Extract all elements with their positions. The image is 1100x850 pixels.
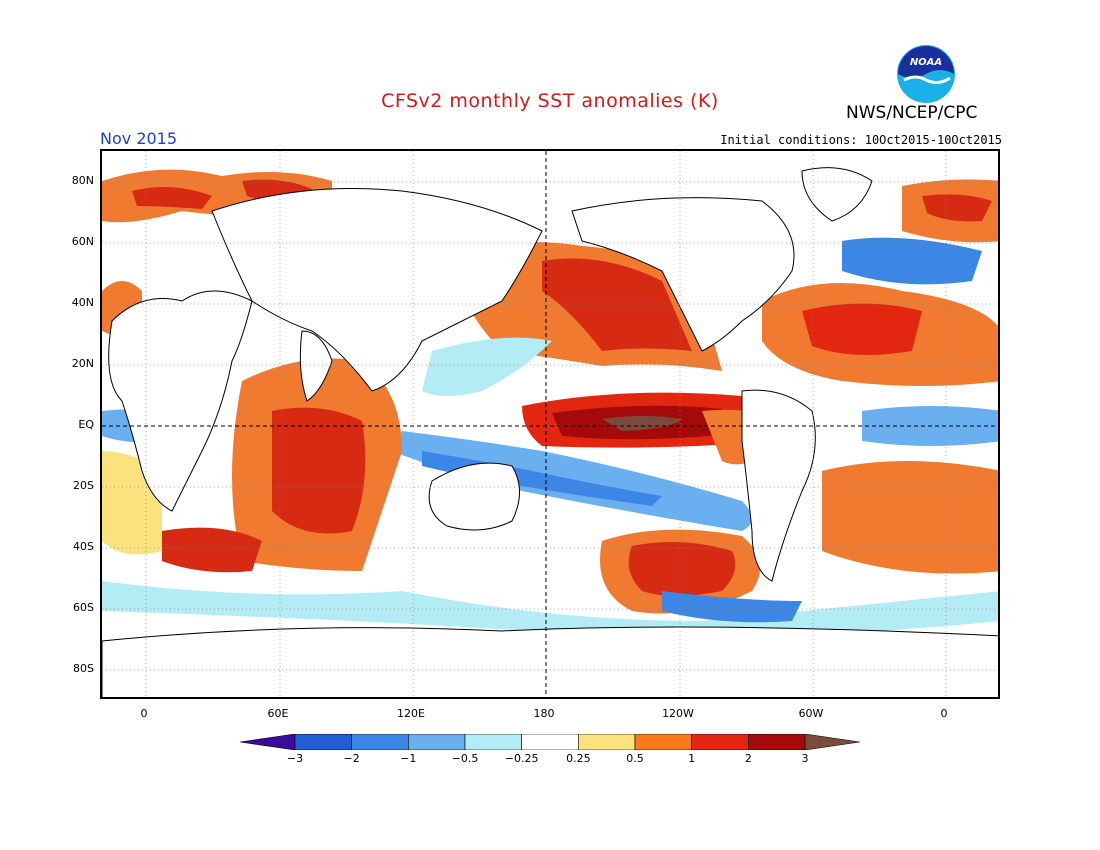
lat-label: 40S xyxy=(73,540,94,553)
map-title: CFSv2 monthly SST anomalies (K) xyxy=(381,90,719,112)
lon-label: 0 xyxy=(140,707,148,720)
lat-label: 80S xyxy=(73,662,94,675)
map-canvas xyxy=(102,151,998,697)
svg-text:NOAA: NOAA xyxy=(910,57,942,68)
colorbar-swatch xyxy=(464,734,522,750)
lat-label: EQ xyxy=(78,418,94,431)
initial-conditions-label: Initial conditions: 10Oct2015-10Oct2015 xyxy=(720,133,1002,147)
lon-label: 120W xyxy=(662,707,694,720)
colorbar-swatch xyxy=(691,734,749,750)
colorbar-label: 3 xyxy=(801,752,809,765)
lon-label: 60E xyxy=(267,707,289,720)
organization-label: NWS/NCEP/CPC xyxy=(846,103,978,123)
colorbar-label: −1 xyxy=(400,752,417,765)
colorbar-label: −0.25 xyxy=(504,752,539,765)
lat-label: 60S xyxy=(73,601,94,614)
colorbar-label: −2 xyxy=(343,752,360,765)
lat-label: 20S xyxy=(73,479,94,492)
colorbar-swatch xyxy=(240,734,296,750)
lon-label: 120E xyxy=(397,707,425,720)
colorbar-swatch xyxy=(634,734,692,750)
colorbar xyxy=(240,734,860,750)
colorbar-swatch xyxy=(804,734,860,750)
anomaly-fields xyxy=(102,151,998,697)
lon-label: 180 xyxy=(533,707,555,720)
lat-label: 40N xyxy=(71,296,94,309)
colorbar-swatch xyxy=(294,734,352,750)
noaa-logo-icon: NOAA xyxy=(897,45,955,103)
colorbar-swatch xyxy=(578,734,636,750)
colorbar-label: −3 xyxy=(286,752,304,765)
colorbar-label: 0.25 xyxy=(566,752,591,765)
lat-label: 60N xyxy=(71,235,94,248)
lon-label: 60W xyxy=(798,707,824,720)
lon-label: 0 xyxy=(940,707,948,720)
colorbar-swatch xyxy=(748,734,806,750)
reference-lines xyxy=(102,151,998,697)
valid-month-label: Nov 2015 xyxy=(100,129,178,148)
colorbar-label: 0.5 xyxy=(626,752,644,765)
colorbar-swatch xyxy=(408,734,466,750)
colorbar-label: 2 xyxy=(744,752,752,765)
colorbar-swatch xyxy=(521,734,579,750)
continents xyxy=(102,167,998,697)
colorbar-label: 1 xyxy=(688,752,696,765)
sst-anomaly-map xyxy=(100,149,1000,699)
lat-label: 80N xyxy=(71,174,94,187)
colorbar-label: −0.5 xyxy=(451,752,479,765)
colorbar-swatch xyxy=(351,734,409,750)
lat-label: 20N xyxy=(71,357,94,370)
